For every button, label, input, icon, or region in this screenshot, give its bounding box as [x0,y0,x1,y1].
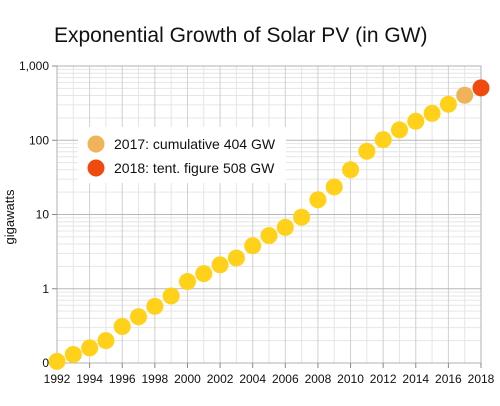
x-tick-label: 1998 [141,372,168,386]
legend-background [78,127,286,183]
y-tick-label: 100 [29,133,49,147]
y-tick-label: 10 [36,208,50,222]
x-tick-label: 2016 [435,372,462,386]
x-tick-label: 2006 [272,372,299,386]
x-tick-label: 2000 [174,372,201,386]
y-axis-label: gigawatts [2,189,17,244]
legend-label: 2018: tent. figure 508 GW [114,160,275,176]
legend-marker [87,159,105,177]
data-point [260,227,278,245]
y-tick-label: 0 [42,356,49,370]
data-point [178,273,196,291]
data-point [81,339,99,357]
legend: 2017: cumulative 404 GW 2018: tent. figur… [78,127,286,183]
x-tick-label: 2018 [468,372,495,386]
data-points [48,79,490,370]
x-tick-label: 1992 [44,372,71,386]
data-point [358,142,376,160]
data-point [162,287,180,305]
data-point [439,95,457,113]
x-tick-label: 2012 [370,372,397,386]
data-point [456,86,474,104]
data-point [113,318,131,336]
chart-title: Exponential Growth of Solar PV (in GW) [54,24,427,47]
data-point [276,218,294,236]
x-tick-label: 2010 [337,372,364,386]
x-tick-label: 2002 [207,372,234,386]
legend-marker [87,135,105,153]
data-point [472,79,490,97]
data-point [293,208,311,226]
data-point [407,112,425,130]
data-point [244,237,262,255]
y-axis-ticks: 0 1 10 100 1,000 [19,59,57,370]
data-point [325,178,343,196]
data-point [48,352,66,370]
data-point [211,256,229,274]
data-point [374,131,392,149]
y-tick-label: 1,000 [19,59,49,73]
x-tick-label: 1994 [76,372,103,386]
x-tick-label: 1996 [109,372,136,386]
data-point [390,121,408,139]
legend-label: 2017: cumulative 404 GW [114,136,276,152]
x-axis-ticks: 1992 1994 1996 1998 2000 2002 2004 2006 2008 2010… [44,363,495,386]
data-point [423,104,441,122]
data-point [146,297,164,315]
data-point [342,161,360,179]
data-point [309,191,327,209]
data-point [227,249,245,267]
y-tick-label: 1 [42,282,49,296]
x-tick-label: 2014 [402,372,429,386]
data-point [130,308,148,326]
x-tick-label: 2004 [239,372,266,386]
data-point [64,346,82,364]
x-tick-label: 2008 [305,372,332,386]
data-point [195,265,213,283]
data-point [97,332,115,350]
